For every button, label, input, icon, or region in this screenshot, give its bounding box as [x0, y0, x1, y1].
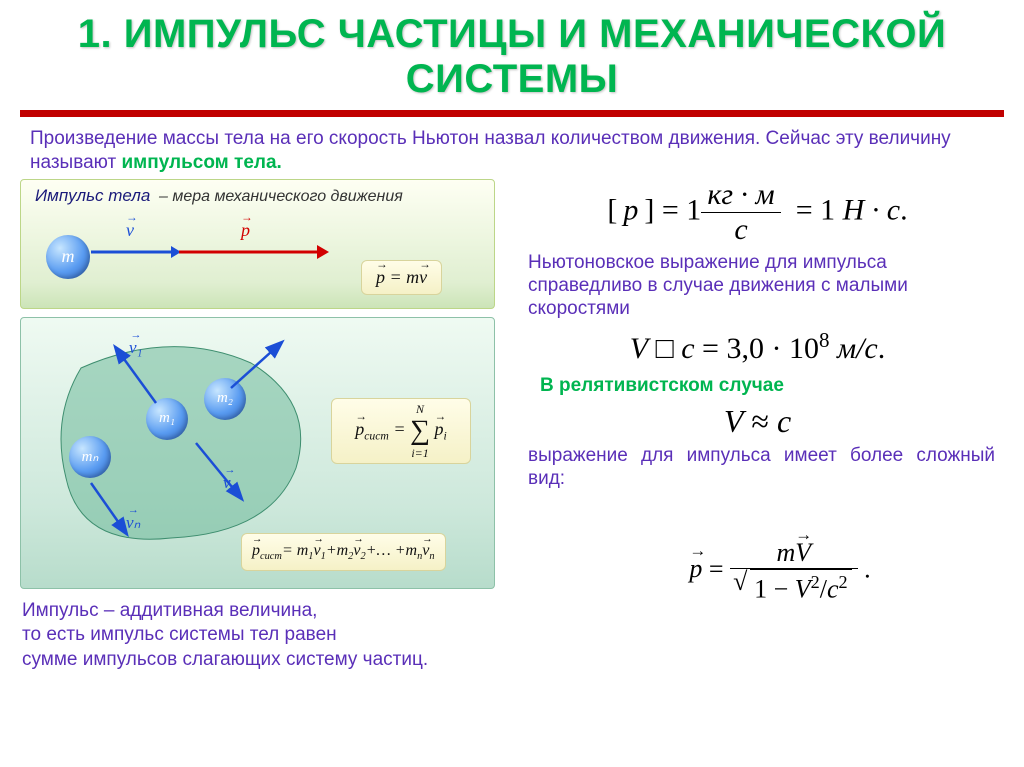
formula-sum: pсист = N∑i=1 pi	[331, 398, 471, 464]
arrow-p-red	[179, 240, 329, 260]
para-relativistic-label: В релятивистском случае	[510, 372, 1005, 401]
label-v1: v₁	[129, 338, 142, 358]
panel-system: m₁ m₂ mₙ v₁ v₂ vₙ pсист = N∑i=1 pi pсист…	[20, 317, 495, 589]
ball-m: m	[46, 235, 90, 279]
label-v2: v₂	[223, 473, 236, 493]
panel-impulse-body: Импульс тела – мера механического движен…	[20, 179, 495, 309]
para-complex: выражение для импульса имеет более сложн…	[510, 442, 1005, 494]
label-v: v	[126, 220, 134, 241]
equation-relativistic-p: p = mV1 − V2/c2 .	[640, 538, 920, 605]
intro-accent: импульсом тела.	[121, 152, 281, 173]
equation-speed-light: V □ c = 3,0 · 108 м/с.	[510, 328, 1005, 366]
arrow-v-blue	[91, 240, 181, 260]
bottom-additive-text: Импульс – аддитивная величина,то есть им…	[22, 599, 492, 673]
formula-p-mv: p = mv	[361, 260, 442, 295]
label-vn: vₙ	[126, 513, 140, 533]
equation-v-approx-c: V ≈ c	[510, 403, 1005, 440]
divider-bar	[20, 110, 1004, 117]
formula-expand: pсист= m1v1+m2v2+… +mnvn	[241, 533, 446, 571]
page-title: 1. ИМПУЛЬС ЧАСТИЦЫ И МЕХАНИЧЕСКОЙ СИСТЕМ…	[0, 0, 1024, 110]
label-p: p	[241, 220, 250, 241]
panel1-heading: Импульс тела	[35, 186, 150, 206]
velocity-arrows	[41, 333, 321, 563]
right-column: [ p ] = 1кг · мс = 1 Н · с. Ньютоновское…	[510, 174, 1005, 495]
equation-units: [ p ] = 1кг · мс = 1 Н · с.	[510, 178, 1005, 247]
panel1-subtitle: – мера механического движения	[159, 188, 403, 206]
para-newton: Ньютоновское выражение для импульса спра…	[510, 249, 1005, 325]
intro-text: Произведение массы тела на его скорость …	[0, 123, 1024, 179]
